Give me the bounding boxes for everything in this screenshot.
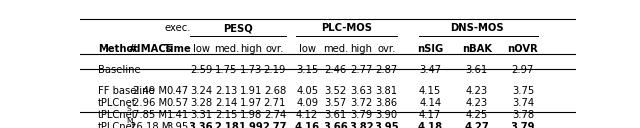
- Text: 3.31: 3.31: [190, 110, 212, 120]
- Text: S: S: [126, 106, 131, 113]
- Text: 1.99: 1.99: [239, 122, 264, 128]
- Text: low: low: [299, 44, 316, 54]
- Text: med.: med.: [214, 44, 239, 54]
- Text: 1.41: 1.41: [166, 110, 189, 120]
- Text: 3.95: 3.95: [374, 122, 399, 128]
- Text: 4.25: 4.25: [466, 110, 488, 120]
- Text: 4.15: 4.15: [419, 86, 442, 96]
- Text: 4.09: 4.09: [296, 98, 318, 108]
- Text: 3.79: 3.79: [350, 110, 372, 120]
- Text: 1.97: 1.97: [240, 98, 262, 108]
- Text: 2.49 M: 2.49 M: [133, 86, 168, 96]
- Text: 1.73: 1.73: [240, 65, 262, 75]
- Text: 2.71: 2.71: [264, 98, 286, 108]
- Text: 4.12: 4.12: [296, 110, 318, 120]
- Text: tPLCnet: tPLCnet: [98, 98, 136, 108]
- Text: 4.18: 4.18: [418, 122, 443, 128]
- Text: 2.14: 2.14: [215, 98, 237, 108]
- Text: 0.57: 0.57: [166, 98, 189, 108]
- Text: 3.75: 3.75: [512, 86, 534, 96]
- Text: 2.59: 2.59: [190, 65, 212, 75]
- Text: # MACs: # MACs: [129, 44, 172, 54]
- Text: 2.18: 2.18: [214, 122, 239, 128]
- Text: exec.: exec.: [164, 23, 191, 33]
- Text: low: low: [193, 44, 209, 54]
- Text: 3.47: 3.47: [419, 65, 441, 75]
- Text: 2.96 M: 2.96 M: [133, 98, 168, 108]
- Text: 2.15: 2.15: [215, 110, 237, 120]
- Text: high: high: [240, 44, 262, 54]
- Text: 3.66: 3.66: [323, 122, 348, 128]
- Text: 7.85 M: 7.85 M: [133, 110, 168, 120]
- Text: nBAK: nBAK: [462, 44, 492, 54]
- Text: 2.87: 2.87: [376, 65, 397, 75]
- Text: 3.36: 3.36: [189, 122, 213, 128]
- Text: 0.47: 0.47: [166, 86, 189, 96]
- Text: PESQ: PESQ: [223, 23, 253, 33]
- Text: 1.75: 1.75: [215, 65, 237, 75]
- Text: FF baseline: FF baseline: [98, 86, 154, 96]
- Text: 3.82: 3.82: [349, 122, 374, 128]
- Text: 26.18 M: 26.18 M: [131, 122, 171, 128]
- Text: 3.28: 3.28: [190, 98, 212, 108]
- Text: 1.91: 1.91: [240, 86, 262, 96]
- Text: 2.77: 2.77: [262, 122, 287, 128]
- Text: nSIG: nSIG: [417, 44, 444, 54]
- Text: 4.17: 4.17: [419, 110, 442, 120]
- Text: 4.27: 4.27: [465, 122, 489, 128]
- Text: 3.63: 3.63: [350, 86, 372, 96]
- Text: 3.79: 3.79: [511, 122, 535, 128]
- Text: 3.52: 3.52: [324, 86, 347, 96]
- Text: 3.95: 3.95: [166, 122, 189, 128]
- Text: 3.24: 3.24: [190, 86, 212, 96]
- Text: 2.74: 2.74: [264, 110, 286, 120]
- Text: Baseline: Baseline: [98, 65, 141, 75]
- Text: nOVR: nOVR: [508, 44, 538, 54]
- Text: 3.15: 3.15: [296, 65, 318, 75]
- Text: 3.72: 3.72: [350, 98, 372, 108]
- Text: 4.23: 4.23: [466, 98, 488, 108]
- Text: 3.57: 3.57: [324, 98, 347, 108]
- Text: 3.61: 3.61: [466, 65, 488, 75]
- Text: ovr.: ovr.: [378, 44, 396, 54]
- Text: 3.81: 3.81: [376, 86, 397, 96]
- Text: 4.05: 4.05: [296, 86, 318, 96]
- Text: PLC-MOS: PLC-MOS: [321, 23, 372, 33]
- Text: Method: Method: [98, 44, 140, 54]
- Text: 3.86: 3.86: [376, 98, 397, 108]
- Text: 2.77: 2.77: [350, 65, 372, 75]
- Text: med.: med.: [323, 44, 348, 54]
- Text: 2.13: 2.13: [215, 86, 237, 96]
- Text: 4.14: 4.14: [419, 98, 441, 108]
- Text: ovr.: ovr.: [266, 44, 284, 54]
- Text: high: high: [350, 44, 372, 54]
- Text: 2.19: 2.19: [264, 65, 286, 75]
- Text: 4.16: 4.16: [294, 122, 320, 128]
- Text: DNS-MOS: DNS-MOS: [450, 23, 504, 33]
- Text: tPLCnet: tPLCnet: [98, 110, 136, 120]
- Text: 3.61: 3.61: [324, 110, 347, 120]
- Text: tPLCnet: tPLCnet: [98, 122, 136, 128]
- Text: 2.46: 2.46: [324, 65, 347, 75]
- Text: M: M: [126, 118, 133, 124]
- Text: 4.23: 4.23: [466, 86, 488, 96]
- Text: 2.97: 2.97: [512, 65, 534, 75]
- Text: 2.68: 2.68: [264, 86, 286, 96]
- Text: 3.90: 3.90: [376, 110, 397, 120]
- Text: 1.98: 1.98: [240, 110, 262, 120]
- Text: 3.78: 3.78: [512, 110, 534, 120]
- Text: 3.74: 3.74: [512, 98, 534, 108]
- Text: Time: Time: [164, 44, 191, 54]
